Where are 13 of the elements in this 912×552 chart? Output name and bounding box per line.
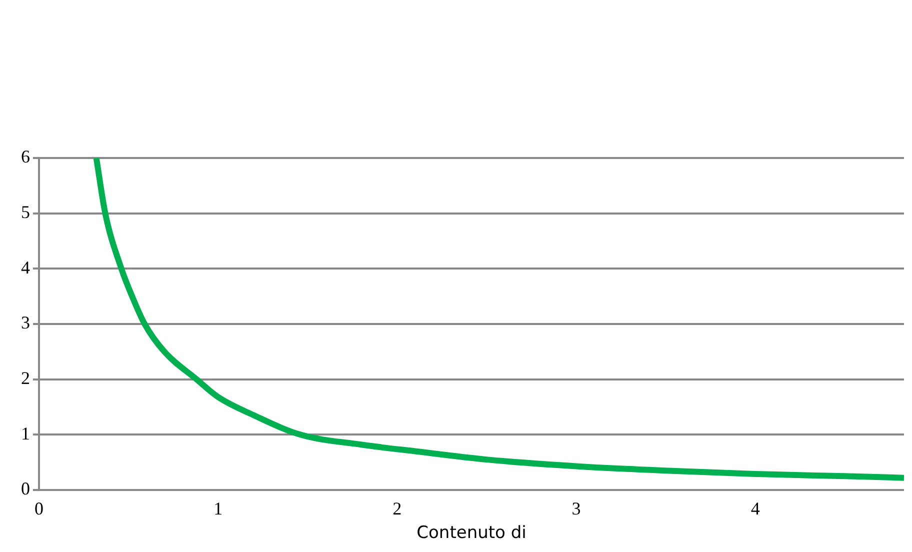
y-tick-label: 0 bbox=[21, 478, 30, 499]
x-axis-title: Contenuto di bbox=[416, 523, 526, 544]
x-tick-label: 1 bbox=[214, 498, 223, 519]
x-tick-label: 0 bbox=[34, 498, 44, 519]
y-tick-label: 6 bbox=[21, 146, 30, 167]
x-tick-label: 3 bbox=[572, 498, 581, 519]
x-tick-label: 4 bbox=[750, 498, 760, 519]
x-tick-label: 2 bbox=[392, 498, 402, 519]
y-tick-label: 5 bbox=[21, 202, 30, 222]
y-tick-label: 1 bbox=[21, 423, 30, 444]
y-tick-label: 4 bbox=[21, 257, 30, 278]
y-tick-label: 2 bbox=[21, 368, 30, 388]
y-tick-label: 3 bbox=[21, 312, 30, 333]
